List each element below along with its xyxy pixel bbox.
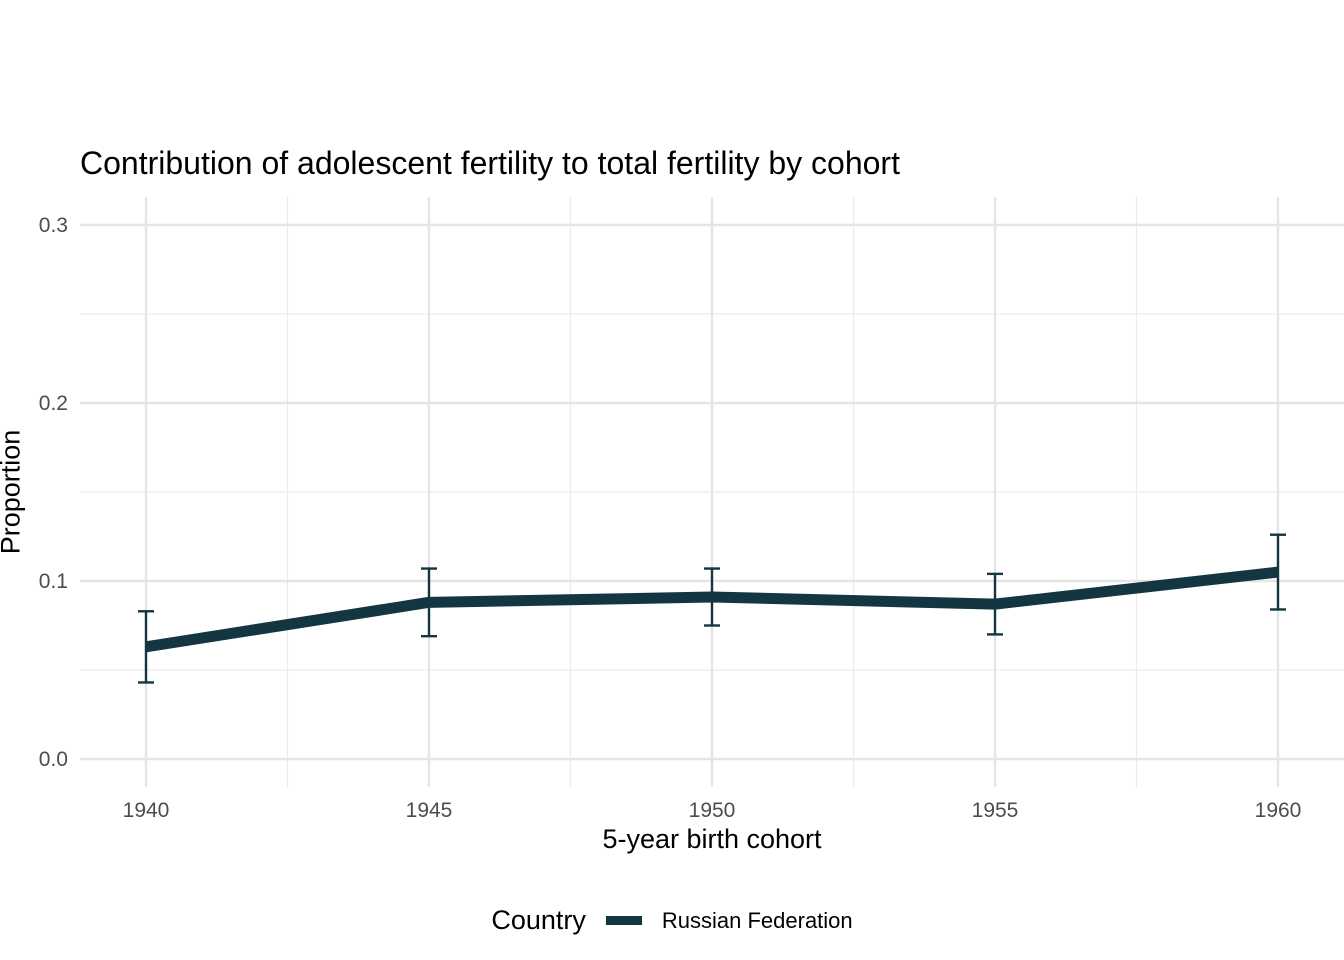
series-layer [138,533,1286,684]
y-axis-label: Proportion [0,429,26,555]
y-tick-label: 0.3 [39,214,68,237]
x-axis-ticks: 1940 1945 1950 1955 1960 [123,799,1302,822]
x-tick-label: 1950 [689,799,736,822]
x-tick-label: 1955 [972,799,1019,822]
y-tick-label: 0.0 [39,748,68,771]
y-tick-label: 0.2 [39,392,68,415]
x-tick-label: 1945 [406,799,453,822]
major-gridlines [80,197,1344,787]
y-tick-label: 0.1 [39,570,68,593]
chart-title: Contribution of adolescent fertility to … [80,145,900,181]
x-axis-label: 5-year birth cohort [602,824,822,854]
legend-label-russian-federation: Russian Federation [661,907,853,933]
x-tick-label: 1960 [1255,799,1302,822]
series-line-russian-federation [145,566,1279,653]
legend-key-russian-federation [605,916,642,925]
legend-title: Country [491,905,586,935]
y-axis-ticks: 0.0 0.1 0.2 0.3 [39,214,68,771]
legend: Country Russian Federation [0,905,1344,936]
x-tick-label: 1940 [123,799,170,822]
